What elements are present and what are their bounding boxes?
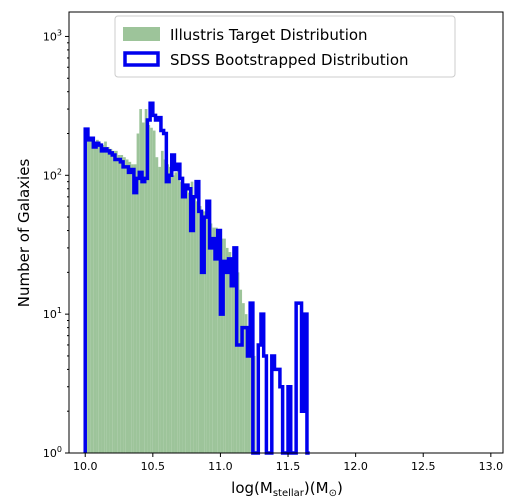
- illustris-bar: [142, 122, 145, 453]
- illustris-bar: [242, 303, 245, 453]
- legend-box: [114, 15, 456, 78]
- illustris-bar: [93, 141, 97, 453]
- illustris-bar: [201, 211, 205, 453]
- illustris-bar: [206, 217, 210, 453]
- illustris-bar: [212, 227, 216, 453]
- x-tick-label: 11.0: [208, 460, 233, 473]
- x-tick-label: 13.0: [479, 460, 504, 473]
- y-axis-label: Number of Galaxies: [15, 159, 33, 308]
- x-tick-label: 11.5: [276, 460, 301, 473]
- y-tick-label: 102: [43, 167, 62, 182]
- illustris-bar: [87, 141, 91, 453]
- illustris-bar: [193, 196, 197, 453]
- illustris-bar: [166, 164, 170, 454]
- illustris-bar: [155, 157, 159, 453]
- illustris-bar: [150, 127, 153, 453]
- legend-label-sdss: SDSS Bootstrapped Distribution: [170, 51, 409, 69]
- illustris-bar: [231, 258, 234, 453]
- illustris-bar: [128, 161, 132, 453]
- illustris-bar: [174, 172, 178, 453]
- illustris-bar: [96, 139, 99, 454]
- x-tick-label: 10.0: [73, 460, 98, 473]
- illustris-bar: [160, 150, 164, 453]
- illustris-bar: [163, 159, 167, 454]
- illustris-bar: [196, 201, 199, 453]
- illustris-bar: [125, 159, 129, 454]
- illustris-bar: [239, 289, 243, 453]
- illustris-bar: [106, 146, 110, 453]
- illustris-bar: [182, 185, 186, 453]
- legend-label-illustris: Illustris Target Distribution: [170, 26, 368, 44]
- illustris-bar: [101, 145, 105, 453]
- x-tick-label: 12.5: [411, 460, 436, 473]
- legend: Illustris Target Distribution SDSS Boots…: [114, 15, 456, 78]
- illustris-bar: [236, 272, 240, 453]
- illustris-bar: [120, 155, 124, 453]
- illustris-bar: [220, 238, 224, 453]
- illustris-bar: [217, 230, 221, 453]
- illustris-bar: [98, 143, 102, 453]
- illustris-bar: [171, 175, 175, 453]
- illustris-bar: [139, 109, 143, 453]
- illustris-bar: [117, 155, 121, 453]
- illustris-bar: [228, 252, 232, 453]
- illustris-bar: [225, 247, 229, 453]
- bars-layer: [85, 109, 256, 454]
- illustris-bar: [179, 181, 183, 453]
- illustris-bar: [158, 166, 161, 453]
- illustris-bar: [247, 327, 251, 453]
- y-tick-label: 103: [43, 28, 62, 43]
- illustris-bar: [123, 157, 126, 453]
- x-axis-ticks: 10.0 10.5 11.0 11.5 12.0 12.5 13.0: [73, 453, 503, 473]
- x-tick-label: 10.5: [141, 460, 166, 473]
- illustris-bar: [244, 314, 248, 453]
- illustris-bar: [90, 136, 94, 453]
- illustris-bar: [190, 181, 194, 453]
- illustris-bar: [198, 206, 202, 453]
- illustris-bar: [136, 133, 140, 453]
- illustris-bar: [209, 223, 213, 453]
- y-tick-label: 100: [43, 445, 62, 460]
- illustris-bar: [109, 148, 113, 454]
- illustris-bar: [215, 227, 218, 453]
- illustris-bar: [144, 109, 148, 453]
- illustris-bar: [177, 169, 180, 453]
- y-axis-ticks: 100 101 102 103: [43, 28, 69, 460]
- legend-swatch-sdss: [123, 51, 160, 67]
- x-tick-label: 12.0: [343, 460, 368, 473]
- illustris-bar: [187, 192, 191, 454]
- illustris-bar: [112, 150, 115, 453]
- illustris-bar: [104, 141, 107, 453]
- illustris-bar: [223, 238, 226, 453]
- illustris-bar: [114, 150, 118, 453]
- illustris-bar: [169, 166, 172, 453]
- illustris-bar: [204, 211, 207, 453]
- y-tick-label: 101: [43, 306, 62, 321]
- legend-swatch-illustris: [123, 27, 160, 41]
- illustris-bar: [131, 164, 134, 454]
- illustris-bar: [185, 188, 188, 454]
- illustris-bar: [133, 164, 137, 454]
- illustris-bar: [233, 266, 237, 453]
- illustris-bar: [147, 125, 151, 454]
- illustris-bar: [152, 130, 156, 453]
- x-axis-label: log(Mstellar)(M⊙): [231, 479, 343, 499]
- plot-frame: [68, 11, 504, 454]
